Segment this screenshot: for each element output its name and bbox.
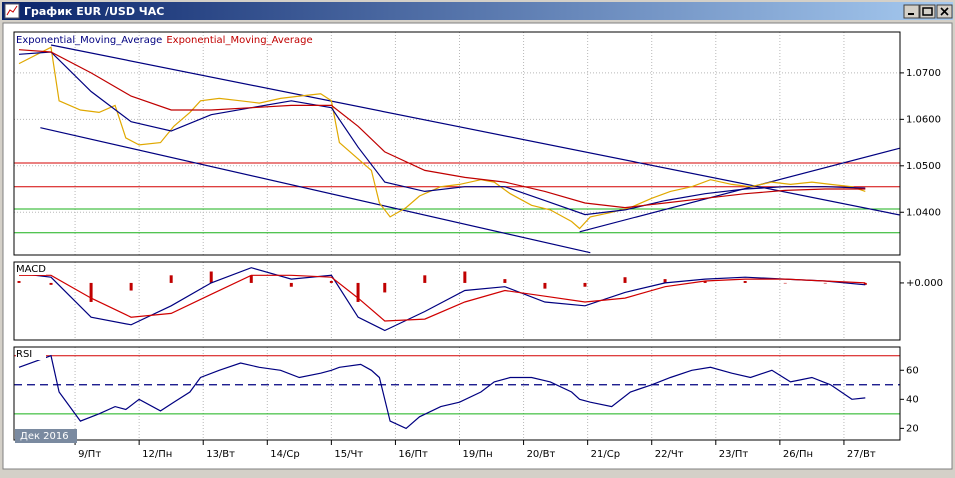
histogram-bar	[583, 282, 587, 287]
y-tick-label: 60	[906, 365, 919, 376]
x-tick-label: 26/Пн	[783, 449, 813, 460]
histogram-bar	[49, 282, 53, 285]
window-buttons[interactable]	[903, 4, 953, 19]
histogram-bar	[463, 271, 467, 283]
y-tick-label: 40	[906, 394, 919, 405]
x-tick-label: 14/Ср	[270, 449, 299, 460]
trend-line	[50, 44, 900, 216]
x-tick-label: 20/Вт	[527, 449, 556, 460]
legend-entry: Exponential_Moving_Average	[16, 35, 162, 46]
histogram-bar	[169, 275, 173, 283]
histogram-bar	[329, 281, 333, 283]
series-line	[19, 274, 866, 322]
histogram-bar	[703, 281, 707, 283]
histogram-bar	[623, 277, 627, 283]
panel	[17, 262, 867, 340]
histogram-bar	[743, 281, 747, 283]
histogram-bar	[249, 275, 253, 283]
trend-line	[40, 127, 591, 254]
y-tick-label: 1.0600	[906, 114, 941, 125]
histogram-bar	[863, 282, 867, 285]
histogram-bar	[543, 282, 547, 289]
panel-frame	[13, 261, 901, 341]
series-line	[18, 46, 866, 230]
series-line	[18, 267, 866, 332]
histogram-bar	[783, 282, 787, 284]
series-line	[18, 49, 866, 209]
panel-frame	[13, 346, 901, 441]
maximize-glyph	[922, 7, 933, 16]
panel	[14, 32, 900, 255]
x-tick-label: 15/Чт	[334, 449, 363, 460]
panel	[14, 347, 900, 440]
histogram-bar	[503, 279, 507, 283]
histogram-bar	[209, 271, 213, 283]
panel-frame	[13, 31, 901, 256]
close-glyph	[940, 7, 949, 16]
y-tick-label: 1.0400	[906, 207, 941, 218]
panel-title: RSI	[16, 349, 32, 360]
period-label: Дек 2016	[20, 431, 69, 442]
histogram-bar	[663, 279, 667, 283]
y-tick-label: +0.000	[906, 278, 943, 289]
histogram-bar	[17, 281, 21, 283]
histogram-bar	[383, 282, 387, 293]
series-line	[18, 354, 866, 430]
x-tick-label: 12/Пн	[142, 449, 172, 460]
histogram-bar	[823, 282, 827, 284]
histogram-bar	[129, 282, 133, 291]
title-bar	[2, 2, 953, 20]
series-line	[18, 51, 866, 216]
chart-area	[2, 22, 953, 470]
x-tick-label: 13/Вт	[206, 449, 235, 460]
y-tick-label: 20	[906, 423, 919, 434]
x-tick-label: 16/Пт	[398, 449, 428, 460]
x-tick-label: 9/Пт	[78, 449, 101, 460]
histogram-bar	[356, 282, 360, 302]
x-tick-label: 23/Пт	[719, 449, 749, 460]
window-title: График EUR /USD ЧАС	[24, 5, 164, 18]
legend-entry: Exponential_Moving_Average	[166, 35, 312, 46]
panel-title: MACD	[16, 264, 46, 275]
minimize-button[interactable]	[903, 4, 920, 19]
x-tick-label: 19/Пн	[463, 449, 493, 460]
y-tick-label: 1.0500	[906, 161, 941, 172]
histogram-bar	[289, 282, 293, 287]
histogram-bar	[89, 282, 93, 302]
x-tick-label: 22/Чт	[655, 449, 684, 460]
period-label-bg	[15, 429, 77, 443]
histogram-bar	[423, 275, 427, 283]
x-tick-label: 27/Вт	[847, 449, 876, 460]
y-tick-label: 1.0700	[906, 68, 941, 79]
x-tick-label: 21/Ср	[591, 449, 620, 460]
panel-title-bg	[16, 348, 46, 360]
panel-title-bg	[16, 263, 46, 275]
window-icon-line	[6, 5, 18, 16]
